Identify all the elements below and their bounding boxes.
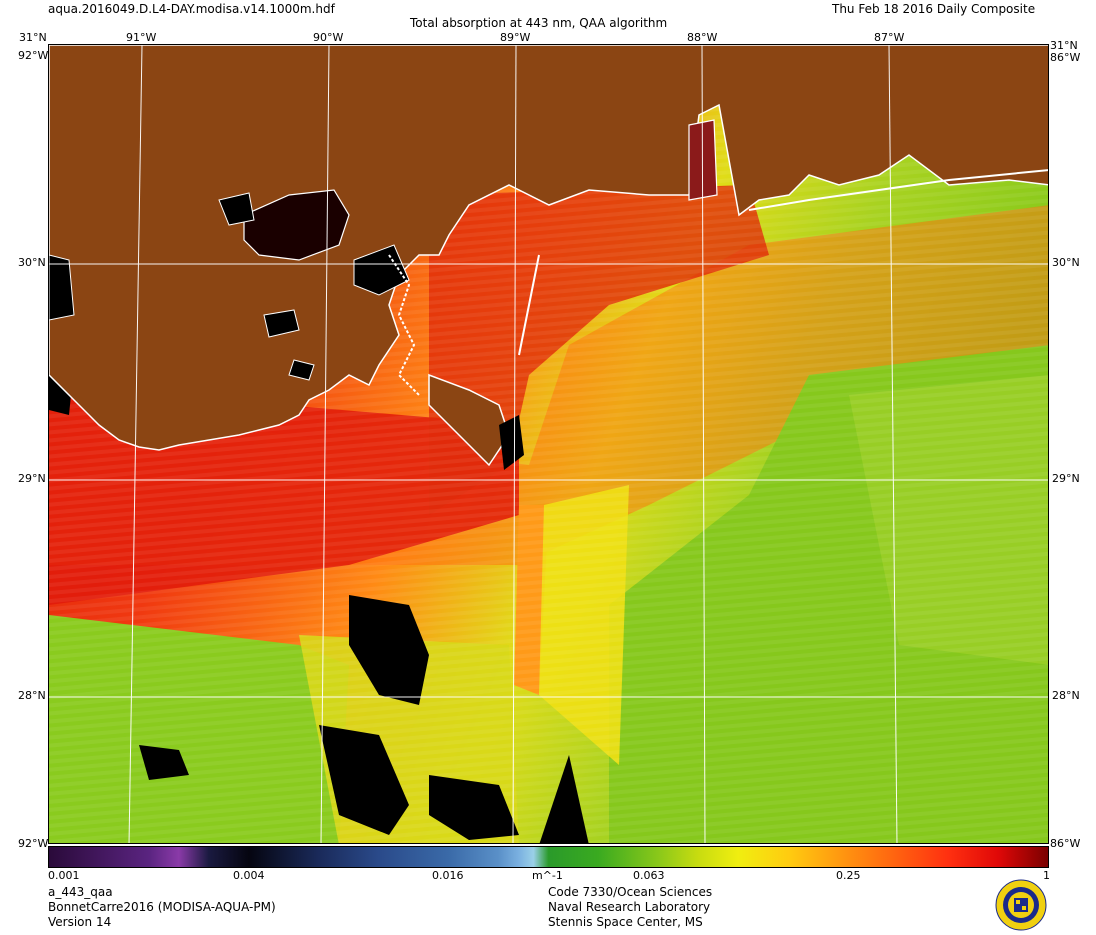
lat-label-28n-right: 28°N [1052,689,1080,702]
org-line-1: Code 7330/Ocean Sciences [548,885,713,899]
product-name: a_443_qaa [48,885,113,899]
nodata-wedge [539,755,589,843]
colorbar-tick-0016: 0.016 [432,869,464,882]
lon-label-91w: 91°W [126,31,157,44]
marsh-fringe [388,254,420,396]
corner-lon-top-left: 92°W [18,49,49,62]
corner-lon-bottom-right: 86°W [1050,837,1081,850]
map-render [49,45,1048,843]
lon-label-90w: 90°W [313,31,344,44]
colorbar-tick-0001: 0.001 [48,869,80,882]
corner-lat-top-left: 31°N [19,31,47,44]
dataset-name: BonnetCarre2016 (MODISA-AQUA-PM) [48,900,276,914]
lake-pontchartrain [243,189,350,261]
file-name: aqua.2016049.D.L4-DAY.modisa.v14.1000m.h… [48,2,335,16]
colorbar-tick-0004: 0.004 [233,869,265,882]
nrl-seal-logo [995,879,1047,931]
corner-lon-top-right: 86°W [1050,51,1081,64]
lon-label-89w: 89°W [500,31,531,44]
satellite-map[interactable] [48,44,1049,844]
lat-label-30n-right: 30°N [1052,256,1080,269]
lake-small-1 [263,309,300,338]
lake-small-2 [288,359,315,381]
nodata-offshore-4 [139,745,189,780]
graticule [49,45,1048,843]
chandeleur-islands [518,254,540,356]
colorbar-tick-0063: 0.063 [633,869,665,882]
lat-label-29n-left: 29°N [18,472,46,485]
nodata-offshore-2 [319,725,409,835]
nodata-offshore-1 [349,595,429,705]
nodata-offshore-3 [429,775,519,840]
colorbar-tick-025: 0.25 [836,869,861,882]
colorbar [48,846,1049,868]
land [49,45,1048,451]
corner-lon-bottom-left: 92°W [18,837,49,850]
version-label: Version 14 [48,915,112,929]
lake-small-3 [49,254,75,321]
delta-nodata [499,415,524,470]
mobile-bay [688,119,718,201]
lat-label-29n-right: 29°N [1052,472,1080,485]
delta [428,373,510,467]
lon-label-88w: 88°W [687,31,718,44]
colorbar-tick-1: 1 [1043,869,1050,882]
lat-label-30n-left: 30°N [18,256,46,269]
lake-borgne [353,244,410,296]
lon-label-87w: 87°W [874,31,905,44]
org-line-2: Naval Research Laboratory [548,900,711,914]
org-line-3: Stennis Space Center, MS [548,915,703,929]
corner-lat-top-right: 31°N [1050,39,1078,52]
lake-maurepas [218,192,255,226]
barrier-islands [748,169,1048,211]
map-title: Total absorption at 443 nm, QAA algorith… [410,16,668,30]
lat-label-28n-left: 28°N [18,689,46,702]
colorbar-unit: m^-1 [532,869,563,882]
composite-date: Thu Feb 18 2016 Daily Composite [832,2,1036,16]
